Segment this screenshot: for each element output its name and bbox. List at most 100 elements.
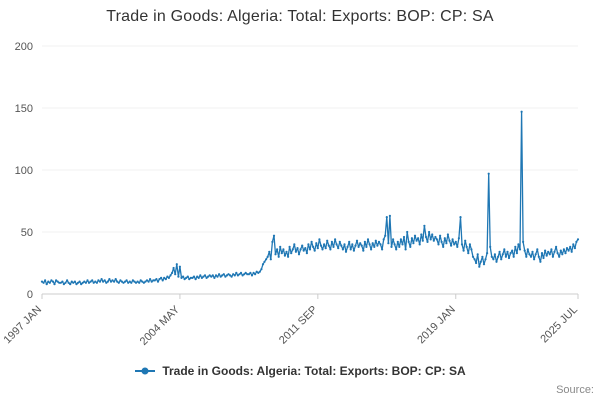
series-marker xyxy=(171,271,174,274)
series-marker xyxy=(103,279,106,282)
series-marker xyxy=(91,279,94,282)
series-marker xyxy=(497,255,500,258)
series-marker xyxy=(396,240,399,243)
series-marker xyxy=(500,258,503,261)
series-marker xyxy=(199,274,202,277)
series-marker xyxy=(565,247,569,250)
series-marker xyxy=(511,249,514,252)
series-marker xyxy=(327,244,330,247)
series-marker xyxy=(413,234,417,237)
series-marker xyxy=(241,274,244,277)
series-marker xyxy=(417,237,420,240)
series-marker xyxy=(268,250,271,253)
series-marker xyxy=(89,280,92,283)
series-marker xyxy=(92,281,95,284)
series-marker xyxy=(283,254,286,257)
series-marker xyxy=(550,248,553,251)
series-marker xyxy=(423,224,426,227)
series-marker xyxy=(130,281,133,284)
series-marker xyxy=(404,248,407,251)
legend: Trade in Goods: Algeria: Total: Exports:… xyxy=(0,364,600,378)
series-marker xyxy=(169,274,172,277)
series-marker xyxy=(446,233,449,236)
series-marker xyxy=(384,234,387,237)
series-marker xyxy=(340,244,343,247)
x-tick-label: 1997 JAN xyxy=(1,304,44,347)
series-marker xyxy=(355,239,359,242)
series-marker xyxy=(316,247,319,250)
series-marker xyxy=(108,278,111,281)
series-marker xyxy=(166,275,169,278)
series-marker xyxy=(200,276,203,279)
series-marker xyxy=(409,245,412,248)
series-marker xyxy=(343,243,346,246)
x-tick-label: 2004 MAY xyxy=(138,303,183,348)
series-marker xyxy=(213,276,216,279)
series-marker xyxy=(330,240,333,243)
series-marker xyxy=(365,245,368,248)
series-marker xyxy=(271,240,274,243)
legend-line-icon xyxy=(135,367,156,375)
series-marker xyxy=(489,245,492,248)
series-marker xyxy=(138,281,141,284)
series-marker xyxy=(183,278,186,281)
series-marker xyxy=(398,245,401,248)
series-marker xyxy=(448,239,451,242)
series-marker xyxy=(410,237,413,240)
series-marker xyxy=(390,245,393,248)
series-line xyxy=(41,111,579,285)
series-marker xyxy=(435,238,438,241)
series-marker xyxy=(45,283,48,286)
series-marker xyxy=(191,276,194,279)
series-marker xyxy=(252,271,255,274)
series-marker xyxy=(76,281,80,284)
series-marker xyxy=(202,275,205,278)
series-marker xyxy=(97,279,100,282)
series-marker xyxy=(558,255,561,258)
series-marker xyxy=(493,253,496,256)
series-marker xyxy=(246,273,249,276)
series-marker xyxy=(287,255,290,258)
series-marker xyxy=(178,265,181,268)
series-marker xyxy=(222,273,225,276)
series-marker xyxy=(559,249,562,252)
series-marker xyxy=(133,280,136,283)
series-marker xyxy=(539,260,542,263)
series-marker xyxy=(239,271,243,274)
series-marker xyxy=(160,276,163,279)
series-marker xyxy=(313,249,316,252)
series-marker xyxy=(192,275,196,278)
series-marker xyxy=(523,249,526,252)
series-marker xyxy=(100,278,103,281)
series-marker xyxy=(56,280,59,283)
series-marker xyxy=(545,254,548,257)
series-marker xyxy=(218,273,221,276)
series-marker xyxy=(265,258,268,261)
series-marker xyxy=(127,281,130,284)
legend-item[interactable]: Trade in Goods: Algeria: Total: Exports:… xyxy=(134,364,466,378)
series-marker xyxy=(373,245,376,248)
series-marker xyxy=(305,252,308,255)
series-marker xyxy=(484,258,487,261)
series-marker xyxy=(486,252,489,255)
series-marker xyxy=(122,281,125,284)
series-marker xyxy=(451,238,454,241)
series-marker xyxy=(40,280,44,283)
series-marker xyxy=(534,253,537,256)
series-marker xyxy=(420,233,423,236)
series-marker xyxy=(501,253,504,256)
series-marker xyxy=(334,238,337,241)
y-tick-label: 50 xyxy=(21,227,33,239)
series-marker xyxy=(290,252,293,255)
series-marker xyxy=(515,252,519,255)
series-marker xyxy=(569,245,572,248)
series-marker xyxy=(525,255,528,258)
series-marker xyxy=(522,240,525,243)
chart-title: Trade in Goods: Algeria: Total: Exports:… xyxy=(106,8,494,25)
series-marker xyxy=(155,278,158,281)
series-marker xyxy=(136,280,139,283)
series-marker xyxy=(221,274,224,277)
series-marker xyxy=(429,238,432,241)
series-marker xyxy=(207,275,210,278)
